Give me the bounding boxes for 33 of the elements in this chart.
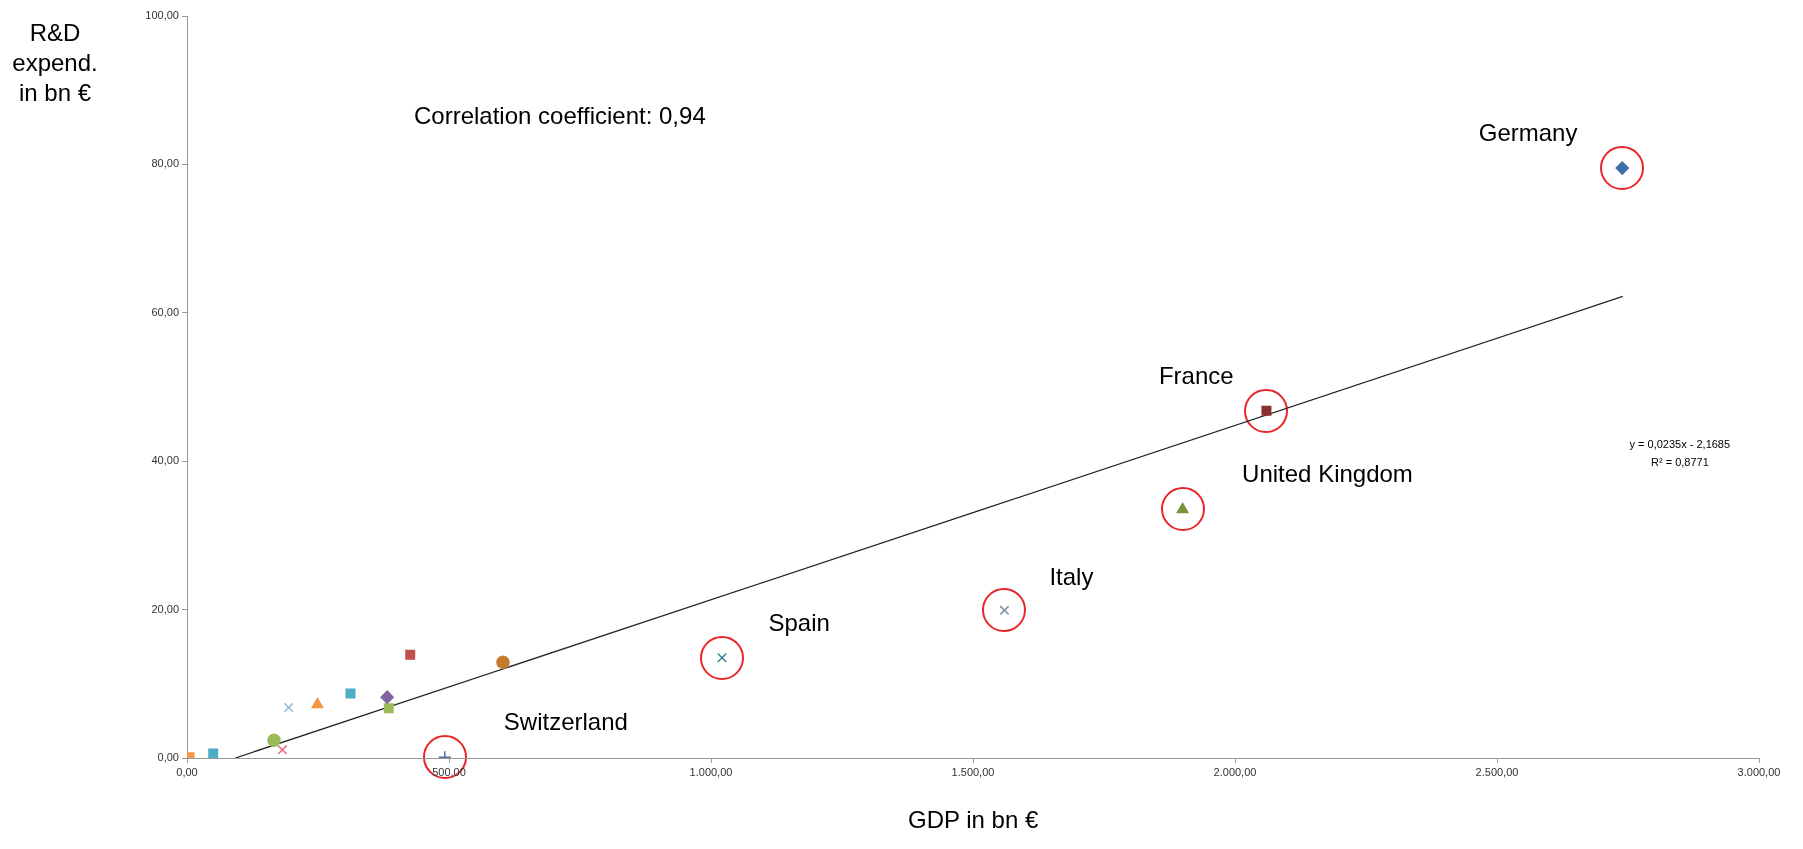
annotation: Germany [1478,119,1578,148]
x-tick-label: 2.000,00 [1213,765,1257,778]
x-tick-label: 2.500,00 [1475,765,1519,778]
point [208,748,219,758]
point [496,655,510,670]
annotation: Spain [768,608,830,637]
y-tick-label: 60,00 [151,305,179,318]
point [283,702,294,713]
y-tick-label: 40,00 [151,454,179,467]
x-tick-label: 0,00 [176,765,198,778]
point [311,697,324,709]
y-tick-label: 80,00 [151,157,179,170]
annotation: Correlation coefficient: 0,94 [414,102,706,130]
annotation: Switzerland [503,708,628,737]
annotation: Italy [1049,563,1094,592]
point [345,688,356,699]
point [267,733,281,747]
x-tick-label: 1.500,00 [951,765,995,778]
point [277,744,288,755]
point [380,690,394,704]
annotation: United Kingdom [1242,460,1413,489]
y-axis-title: R&D expend. in bn € [11,18,99,108]
x-tick-label: 3.000,00 [1737,765,1781,778]
point [405,649,416,660]
y-tick-label: 0,00 [157,751,179,764]
point [383,703,394,714]
annotation: France [1158,361,1234,390]
x-tick-label: 1.000,00 [689,765,733,778]
y-tick-label: 100,00 [145,9,179,22]
annotation: R² = 0,8771 [1651,456,1709,468]
annotation: y = 0,0235x - 2,1685 [1629,438,1731,450]
x-axis-title: GDP in bn € [908,806,1039,834]
y-tick-label: 20,00 [151,602,179,615]
